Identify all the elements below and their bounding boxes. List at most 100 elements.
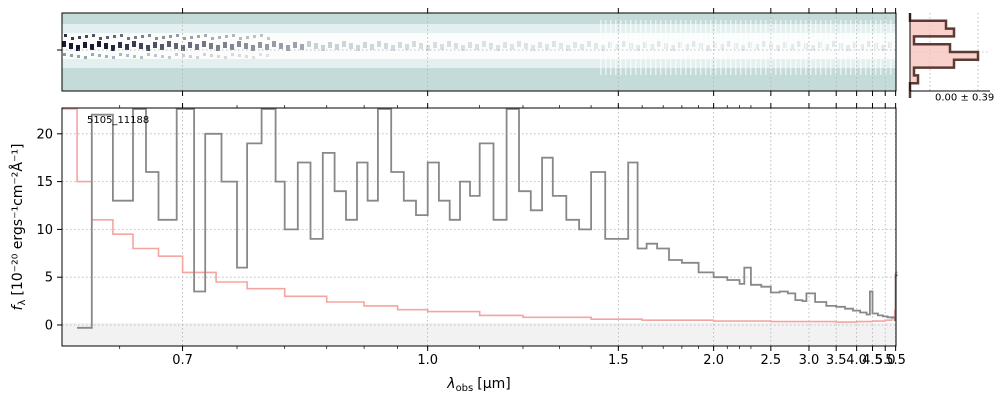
- trace-pixel: [475, 44, 479, 50]
- trace-pixel-lower: [217, 55, 220, 58]
- y-tick-label: 15: [36, 175, 53, 190]
- trace-pixel-upper: [71, 37, 74, 40]
- noise-column: [775, 20, 777, 75]
- trace-pixel: [181, 45, 185, 51]
- trace-pixel: [370, 44, 374, 50]
- trace-pixel-lower: [161, 55, 164, 58]
- spectrum-2d-ticks: [57, 8, 897, 96]
- noise-column: [835, 20, 837, 75]
- noise-column: [850, 20, 852, 75]
- trace-pixel-upper: [183, 37, 186, 40]
- trace-pixel-upper: [113, 35, 116, 38]
- noise-column: [665, 20, 667, 75]
- trace-pixel: [706, 45, 710, 51]
- trace-pixel: [552, 41, 556, 47]
- trace-pixel: [146, 45, 150, 51]
- trace-pixel-upper: [78, 36, 81, 39]
- noise-column: [795, 20, 797, 75]
- trace-pixel-lower: [203, 53, 206, 56]
- noise-column: [830, 20, 832, 75]
- noise-column: [690, 20, 692, 75]
- trace-pixel: [377, 41, 381, 47]
- noise-column: [820, 20, 822, 75]
- trace-pixel: [741, 45, 745, 51]
- trace-pixel: [622, 41, 626, 47]
- noise-column: [685, 20, 687, 75]
- trace-pixel: [685, 44, 689, 50]
- trace-pixel: [482, 41, 486, 47]
- spectrum-1d-series: [62, 108, 898, 329]
- trace-pixel: [104, 43, 108, 49]
- trace-pixel: [440, 44, 444, 50]
- x-tick-label: 3.0: [799, 353, 820, 368]
- trace-pixel: [244, 43, 248, 49]
- trace-pixel: [167, 41, 171, 47]
- trace-pixel-upper: [225, 35, 228, 38]
- spectrum-2d-grid: [62, 13, 897, 91]
- profile-annotation: 0.00 ± 0.39: [935, 92, 994, 103]
- noise-column: [865, 20, 867, 75]
- noise-column: [655, 20, 657, 75]
- trace-pixel: [356, 45, 360, 51]
- trace-pixel: [881, 45, 885, 51]
- x-tick-label: 2.5: [760, 353, 781, 368]
- trace-pixel-upper: [260, 34, 263, 37]
- noise-column: [750, 20, 752, 75]
- trace-pixel: [419, 43, 423, 49]
- trace-pixel: [160, 44, 164, 50]
- trace-pixel: [671, 45, 675, 51]
- trace-pixel: [559, 43, 563, 49]
- trace-pixel: [188, 42, 192, 48]
- trace-pixel-upper: [218, 36, 221, 39]
- profile-fill: [910, 13, 978, 98]
- trace-pixel: [209, 43, 213, 49]
- trace-pixel: [237, 41, 241, 47]
- noise-column: [660, 20, 662, 75]
- noise-column: [770, 20, 772, 75]
- noise-column: [695, 20, 697, 75]
- trace-pixel: [496, 45, 500, 51]
- noise-column: [805, 20, 807, 75]
- trace-pixel-lower: [140, 56, 143, 59]
- x-tick-labels: 0.7 1.0 1.5 2.0 2.5 3.0 3.5 4.04.55.05.5: [172, 353, 906, 368]
- noise-column: [755, 20, 757, 75]
- trace-pixel: [524, 43, 528, 49]
- trace-pixel-upper: [204, 34, 207, 37]
- x-axis-label-subscript: obs: [456, 383, 474, 394]
- trace-pixel: [286, 45, 290, 51]
- noise-column: [615, 20, 617, 75]
- noise-column: [735, 20, 737, 75]
- noise-column: [625, 20, 627, 75]
- noise-column: [860, 20, 862, 75]
- trace-pixel: [384, 43, 388, 49]
- uncertainty-series: [62, 108, 898, 323]
- profile-line: [908, 13, 980, 98]
- noise-column: [800, 20, 802, 75]
- trace-pixel: [125, 44, 129, 50]
- trace-pixel: [657, 41, 661, 47]
- trace-pixel-lower: [231, 53, 234, 56]
- x-tick-label: 4.0: [846, 353, 867, 368]
- trace-pixel-upper: [148, 34, 151, 37]
- trace-pixel: [335, 44, 339, 50]
- noise-column: [825, 20, 827, 75]
- trace-pixel: [216, 45, 220, 51]
- trace-pixel-lower: [182, 54, 185, 57]
- noise-column: [810, 20, 812, 75]
- trace-pixel-lower: [210, 54, 213, 57]
- trace-pixel-lower: [224, 56, 227, 59]
- trace-pixel-lower: [119, 53, 122, 56]
- trace-pixel-upper: [190, 36, 193, 39]
- trace-pixel: [587, 41, 591, 47]
- trace-pixel: [531, 45, 535, 51]
- trace-pixel: [433, 42, 437, 48]
- trace-pixel: [720, 44, 724, 50]
- trace-pixel-lower: [77, 55, 80, 58]
- trace-pixel: [776, 45, 780, 51]
- trace-pixel-upper: [232, 34, 235, 37]
- trace-pixel: [139, 43, 143, 49]
- y-axis-label: fλ [10⁻²⁰ ergs⁻¹cm⁻²Å⁻¹]: [9, 144, 28, 311]
- x-axis-label-symbol: λ: [446, 376, 455, 392]
- y-tick-label: 20: [36, 127, 53, 142]
- trace-pixel-upper: [169, 35, 172, 38]
